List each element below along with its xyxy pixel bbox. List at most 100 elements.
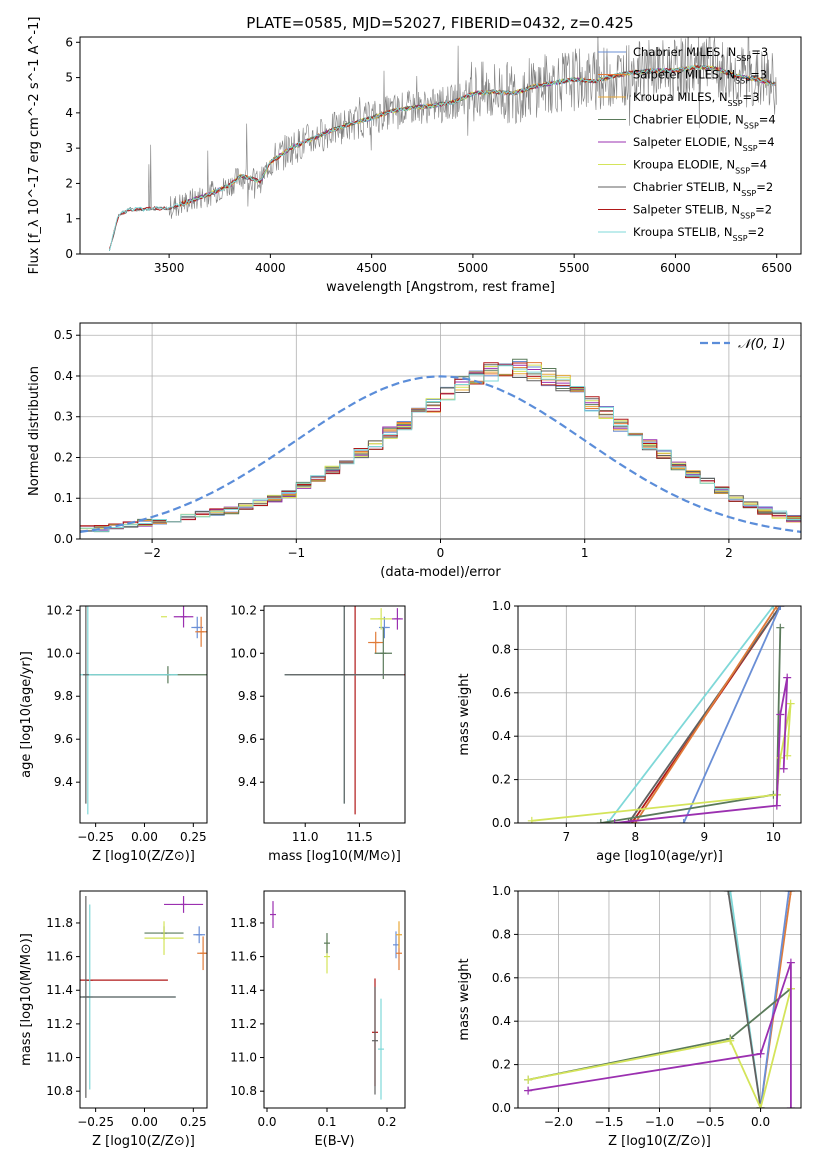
- legend-n: =4: [758, 135, 775, 149]
- panel-weight-vs-age: 7 8 9 10 0.0 0.2 0.4 0.6 0.8 1.0 age [log10(age/yr…: [457, 599, 802, 864]
- y-tick-label: 9.4: [238, 775, 257, 789]
- legend-sub: SSP: [744, 121, 759, 130]
- y-tick-label: 10.8: [230, 1084, 257, 1098]
- legend-n: =3: [750, 68, 767, 82]
- y-tick-label: 0.2: [492, 1058, 511, 1072]
- x-tick-label: −1.5: [594, 1115, 623, 1129]
- legend-name: Salpeter MILES, N: [633, 68, 735, 82]
- y-tick-label: 11.2: [46, 1017, 73, 1031]
- y-axis-label: age [log10(age/yr)]: [19, 651, 34, 778]
- legend-entry: Salpeter STELIB, NSSP=2: [633, 203, 772, 221]
- legend-n: =2: [756, 180, 773, 194]
- y-tick-label: 0.6: [492, 971, 511, 985]
- legend-name: Chabrier STELIB, N: [633, 180, 741, 194]
- legend-entry: Chabrier ELODIE, NSSP=4: [633, 113, 776, 131]
- legend-name: Kroupa ELODIE, N: [633, 158, 735, 172]
- weight-marker: [786, 958, 795, 967]
- panel-mass-vs-EBV: 0.0 0.1 0.2 10.8 11.0 11.2 11.4 11.6 11.8 E(B-V): [230, 890, 406, 1149]
- x-axis-label: age [log10(age/yr)]: [596, 849, 723, 864]
- y-tick-label: 0.4: [492, 1014, 511, 1028]
- y-tick-label: 11.0: [230, 1051, 257, 1065]
- axes-frame: [79, 605, 208, 824]
- y-tick-label: 10.0: [230, 646, 257, 660]
- legend-name: Kroupa MILES, N: [633, 90, 728, 104]
- plot-area: [80, 896, 207, 1098]
- plot-area: [518, 606, 801, 823]
- legend-name: Salpeter STELIB, N: [633, 203, 740, 217]
- y-tick-label: 10.2: [46, 603, 73, 617]
- y-tick-label: 11.6: [46, 950, 73, 964]
- legend-entry: Kroupa ELODIE, NSSP=4: [633, 158, 767, 176]
- weight-marker: [776, 753, 785, 762]
- weight-marker: [772, 606, 781, 610]
- y-tick-label: 9.8: [238, 689, 257, 703]
- weight-marker: [527, 816, 536, 823]
- y-tick-label: 0.8: [492, 927, 511, 941]
- x-axis-label: Z [log10(Z/Z⊙)]: [92, 849, 195, 864]
- observed-spectrum-line: [109, 37, 777, 251]
- y-tick-label: 0.2: [492, 773, 511, 787]
- model-line-kroupa-stelib: [108, 64, 776, 251]
- x-axis-label: mass [log10(M/M⊙)]: [268, 849, 401, 864]
- y-tick-label: 5: [65, 71, 73, 85]
- axes-frame: [517, 605, 802, 824]
- y-tick-label: 10.2: [230, 603, 257, 617]
- panel-age-vs-mass: 11.0 11.5 9.4 9.6 9.8 10.0 10.2 mass [log10(M/M…: [230, 603, 406, 864]
- x-axis-label: Z [log10(Z/Z⊙)]: [608, 1134, 711, 1149]
- figure-title: PLATE=0585, MJD=52027, FIBERID=0432, z=0…: [246, 14, 633, 32]
- x-tick-label: 4000: [255, 261, 286, 275]
- legend-entry: Chabrier MILES, NSSP=3: [633, 45, 768, 63]
- legend-sub: SSP: [733, 234, 748, 243]
- x-tick-label: 5000: [458, 261, 489, 275]
- weight-line-kroupa-elodie: [527, 988, 792, 1108]
- legend-n: =2: [748, 225, 765, 239]
- y-tick-label: 9.6: [238, 732, 257, 746]
- y-tick-label: 10.0: [46, 646, 73, 660]
- gaussian-legend-label: 𝒩(0, 1): [738, 337, 785, 352]
- y-tick-label: 11.2: [230, 1017, 257, 1031]
- axes-frame: [263, 890, 406, 1109]
- y-tick-label: 0.0: [492, 816, 511, 830]
- x-tick-label: 6500: [761, 261, 792, 275]
- y-tick-label: 1: [65, 212, 73, 226]
- legend-sub: SSP: [735, 76, 750, 85]
- x-tick-label: −2: [143, 546, 161, 560]
- y-tick-label: 0.6: [492, 686, 511, 700]
- y-axis-label: mass [log10(M/M⊙)]: [19, 933, 34, 1066]
- weight-marker: [679, 819, 688, 823]
- legend-name: Kroupa STELIB, N: [633, 225, 733, 239]
- axes-frame: [79, 322, 802, 540]
- weight-marker: [524, 1086, 533, 1095]
- y-tick-label: 1.0: [492, 599, 511, 613]
- x-tick-label: 3500: [154, 261, 185, 275]
- x-tick-label: 0.1: [317, 1115, 336, 1129]
- x-tick-label: −1.0: [645, 1115, 674, 1129]
- x-tick-label: 0.25: [180, 830, 207, 844]
- x-tick-label: 0.00: [131, 830, 158, 844]
- x-tick-label: 4500: [356, 261, 387, 275]
- x-axis-label: E(B-V): [314, 1134, 354, 1149]
- weight-marker: [596, 819, 605, 823]
- legend-name: Salpeter ELODIE, N: [633, 135, 743, 149]
- weight-marker: [786, 699, 795, 708]
- plot-area: [108, 37, 777, 252]
- hist-step-kroupa-stelib: [80, 365, 801, 539]
- y-axis-label: Flux [f_λ 10^-17 erg cm^-2 s^-1 A^-1]: [27, 17, 42, 275]
- y-tick-label: 0.2: [54, 450, 73, 464]
- weight-marker: [786, 1104, 795, 1108]
- x-tick-label: −1: [287, 546, 305, 560]
- legend-sub: SSP: [728, 99, 743, 108]
- y-tick-label: 0: [65, 247, 73, 261]
- x-tick-label: −0.25: [77, 1115, 114, 1129]
- plot-area: [284, 606, 405, 815]
- legend-sub: SSP: [743, 144, 758, 153]
- legend-name: Chabrier ELODIE, N: [633, 113, 744, 127]
- x-tick-label: 1: [581, 546, 589, 560]
- weight-line-kroupa-stelib: [606, 606, 775, 823]
- plot-area: [518, 891, 801, 1108]
- y-tick-label: 11.0: [46, 1051, 73, 1065]
- legend-sub: SSP: [735, 166, 750, 175]
- weight-marker: [610, 819, 619, 823]
- panel-spectrum: 3500 4000 4500 5000 5500 6000 6500 0 1 2 3 4 5 6 wavel…: [27, 17, 802, 295]
- weight-marker: [726, 1036, 735, 1045]
